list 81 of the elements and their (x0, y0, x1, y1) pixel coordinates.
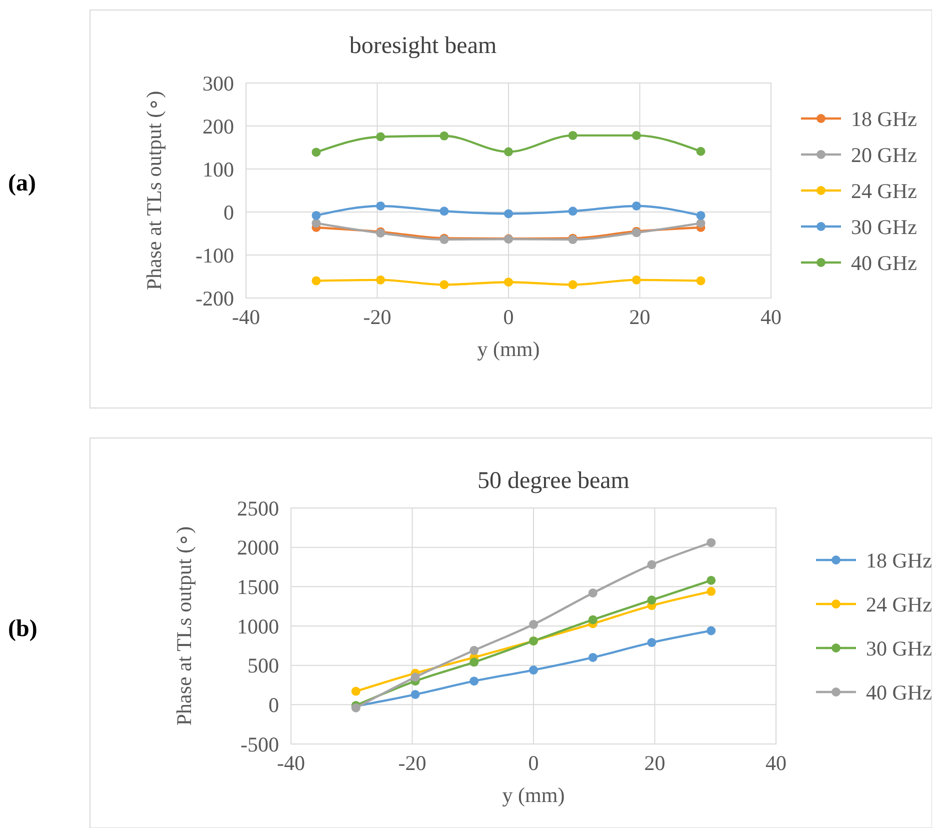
legend-label: 18 GHz (851, 106, 917, 131)
point (376, 275, 386, 284)
y-tick-label: 1000 (237, 614, 279, 638)
y-tick-label: 200 (202, 114, 234, 138)
x-tick-label: -40 (232, 305, 260, 329)
legend-label: 18 GHz (866, 548, 932, 572)
x-tick-label: -40 (277, 751, 305, 775)
y-tick-label: -200 (196, 286, 234, 310)
point (504, 209, 513, 218)
point (696, 210, 706, 220)
point (696, 276, 706, 286)
legend-label: 30 GHz (851, 214, 917, 239)
point (696, 218, 706, 228)
x-tick-label: 0 (528, 751, 539, 775)
x-axis-title: y (mm) (502, 783, 565, 807)
point (376, 201, 386, 210)
chart-title: boresight beam (349, 33, 497, 59)
point (529, 666, 538, 675)
point (647, 638, 656, 648)
x-tick-label: 40 (760, 305, 782, 329)
point (588, 588, 598, 598)
y-tick-label: 300 (202, 71, 234, 96)
y-tick-label: 2500 (237, 496, 279, 520)
point (504, 278, 513, 287)
point (312, 276, 321, 286)
chart-title: 50 degree beam (478, 468, 630, 494)
y-axis-title: Phase at TLs output (∘) (172, 526, 196, 726)
y-tick-label: 0 (224, 200, 234, 224)
point (568, 280, 578, 290)
point (568, 206, 578, 216)
legend-label: 30 GHz (866, 636, 932, 660)
y-tick-label: -500 (240, 732, 279, 756)
x-tick-label: 0 (503, 305, 514, 329)
point (440, 131, 449, 140)
point (376, 132, 386, 142)
point (588, 615, 598, 624)
y-tick-label: 100 (202, 157, 234, 182)
x-axis-title: y (mm) (477, 337, 540, 361)
text: (b) (8, 616, 38, 642)
point (647, 560, 656, 570)
legend-label: 40 GHz (851, 250, 917, 275)
point (312, 218, 321, 228)
y-tick-label: 0 (268, 693, 279, 718)
y-tick-label: -100 (196, 243, 234, 268)
point (529, 620, 538, 629)
x-tick-label: 40 (766, 751, 786, 775)
point (706, 586, 716, 596)
point (647, 596, 656, 605)
point (410, 672, 420, 682)
point (504, 147, 513, 156)
x-tick-label: 20 (629, 305, 650, 329)
point (706, 538, 716, 548)
point (351, 686, 360, 696)
point (470, 676, 479, 686)
point (312, 148, 321, 157)
point (632, 201, 641, 210)
text: (a) (8, 170, 36, 196)
y-tick-label: 500 (248, 654, 279, 678)
point (588, 652, 598, 662)
point (696, 146, 706, 156)
point (312, 210, 321, 220)
x-tick-label: 20 (644, 751, 666, 775)
point (706, 626, 716, 636)
y-tick-label: 2000 (237, 536, 279, 560)
point (410, 690, 420, 699)
legend-label: 24 GHz (851, 178, 917, 203)
legend-label: 20 GHz (851, 142, 917, 167)
point (706, 576, 716, 585)
point (470, 658, 479, 667)
x-tick-label: -20 (398, 751, 426, 775)
y-tick-label: 1500 (237, 575, 279, 600)
point (568, 130, 578, 140)
point (440, 206, 449, 216)
x-tick-label: -20 (363, 305, 392, 329)
legend-label: 24 GHz (866, 592, 932, 616)
legend-label: 40 GHz (866, 680, 932, 704)
point (470, 646, 479, 655)
point (632, 275, 641, 284)
y-axis-title: Phase at TLs output (∘) (142, 90, 166, 290)
point (440, 280, 449, 290)
point (632, 130, 641, 140)
